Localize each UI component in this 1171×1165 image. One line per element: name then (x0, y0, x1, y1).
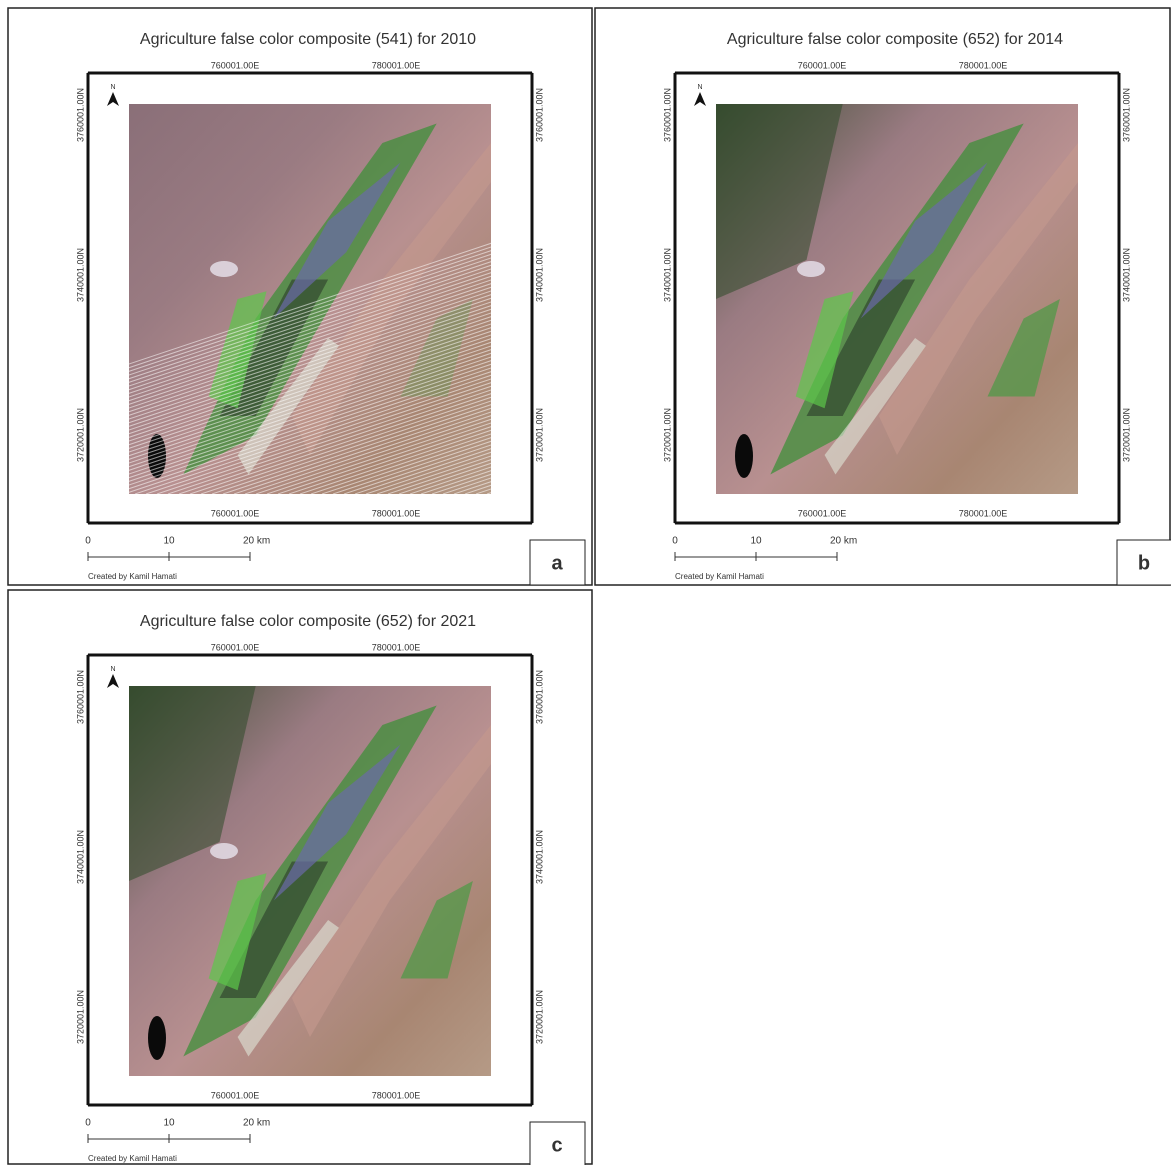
map-panel: Agriculture false color composite (652) … (595, 8, 1171, 585)
x-coordinate-label: 780001.00E (372, 508, 421, 518)
scale-label: 20 km (243, 1118, 270, 1129)
x-coordinate-label: 780001.00E (372, 60, 421, 70)
map-title: Agriculture false color composite (652) … (140, 613, 476, 630)
x-coordinate-label: 760001.00E (798, 60, 847, 70)
bare-ground (797, 261, 825, 277)
credit: Created by Kamil Hamati (88, 572, 177, 581)
credit: Created by Kamil Hamati (88, 1154, 177, 1163)
y-coordinate-label: 3740001.00N (534, 248, 544, 302)
y-coordinate-label: 3760001.00N (1121, 88, 1131, 142)
y-coordinate-label: 3720001.00N (75, 990, 85, 1044)
scale-label: 10 (163, 1118, 175, 1129)
bare-ground (210, 261, 238, 277)
north-label: N (110, 84, 115, 91)
map-title: Agriculture false color composite (541) … (140, 31, 476, 48)
y-coordinate-label: 3740001.00N (1121, 248, 1131, 302)
x-coordinate-label: 780001.00E (372, 642, 421, 652)
y-coordinate-label: 3720001.00N (1121, 408, 1131, 462)
y-coordinate-label: 3760001.00N (534, 670, 544, 724)
y-coordinate-label: 3720001.00N (662, 408, 672, 462)
map-panel: Agriculture false color composite (652) … (8, 590, 592, 1165)
x-coordinate-label: 760001.00E (211, 508, 260, 518)
x-coordinate-label: 780001.00E (959, 60, 1008, 70)
north-label: N (697, 84, 702, 91)
y-coordinate-label: 3740001.00N (662, 248, 672, 302)
scale-label: 10 (750, 536, 762, 547)
satellite-image (716, 104, 1078, 494)
y-coordinate-label: 3760001.00N (75, 88, 85, 142)
y-coordinate-label: 3720001.00N (534, 408, 544, 462)
panel-letter: b (1138, 552, 1150, 574)
credit: Created by Kamil Hamati (675, 572, 764, 581)
lake (148, 1016, 166, 1060)
y-coordinate-label: 3720001.00N (75, 408, 85, 462)
x-coordinate-label: 760001.00E (211, 642, 260, 652)
lake (735, 434, 753, 478)
scale-label: 0 (85, 1118, 91, 1129)
panel-letter: a (551, 552, 563, 574)
north-label: N (110, 666, 115, 673)
scale-label: 20 km (830, 536, 857, 547)
y-coordinate-label: 3740001.00N (75, 248, 85, 302)
y-coordinate-label: 3760001.00N (75, 670, 85, 724)
y-coordinate-label: 3740001.00N (75, 830, 85, 884)
figure: Agriculture false color composite (541) … (0, 0, 1171, 1165)
scale-label: 0 (85, 536, 91, 547)
y-coordinate-label: 3740001.00N (534, 830, 544, 884)
scale-label: 0 (672, 536, 678, 547)
satellite-image (129, 686, 491, 1076)
bare-ground (210, 843, 238, 859)
panel-letter: c (551, 1134, 562, 1156)
map-title: Agriculture false color composite (652) … (727, 31, 1063, 48)
x-coordinate-label: 760001.00E (211, 60, 260, 70)
x-coordinate-label: 780001.00E (959, 508, 1008, 518)
scale-label: 20 km (243, 536, 270, 547)
scale-label: 10 (163, 536, 175, 547)
y-coordinate-label: 3760001.00N (534, 88, 544, 142)
x-coordinate-label: 760001.00E (798, 508, 847, 518)
y-coordinate-label: 3720001.00N (534, 990, 544, 1044)
y-coordinate-label: 3760001.00N (662, 88, 672, 142)
x-coordinate-label: 780001.00E (372, 1090, 421, 1100)
x-coordinate-label: 760001.00E (211, 1090, 260, 1100)
